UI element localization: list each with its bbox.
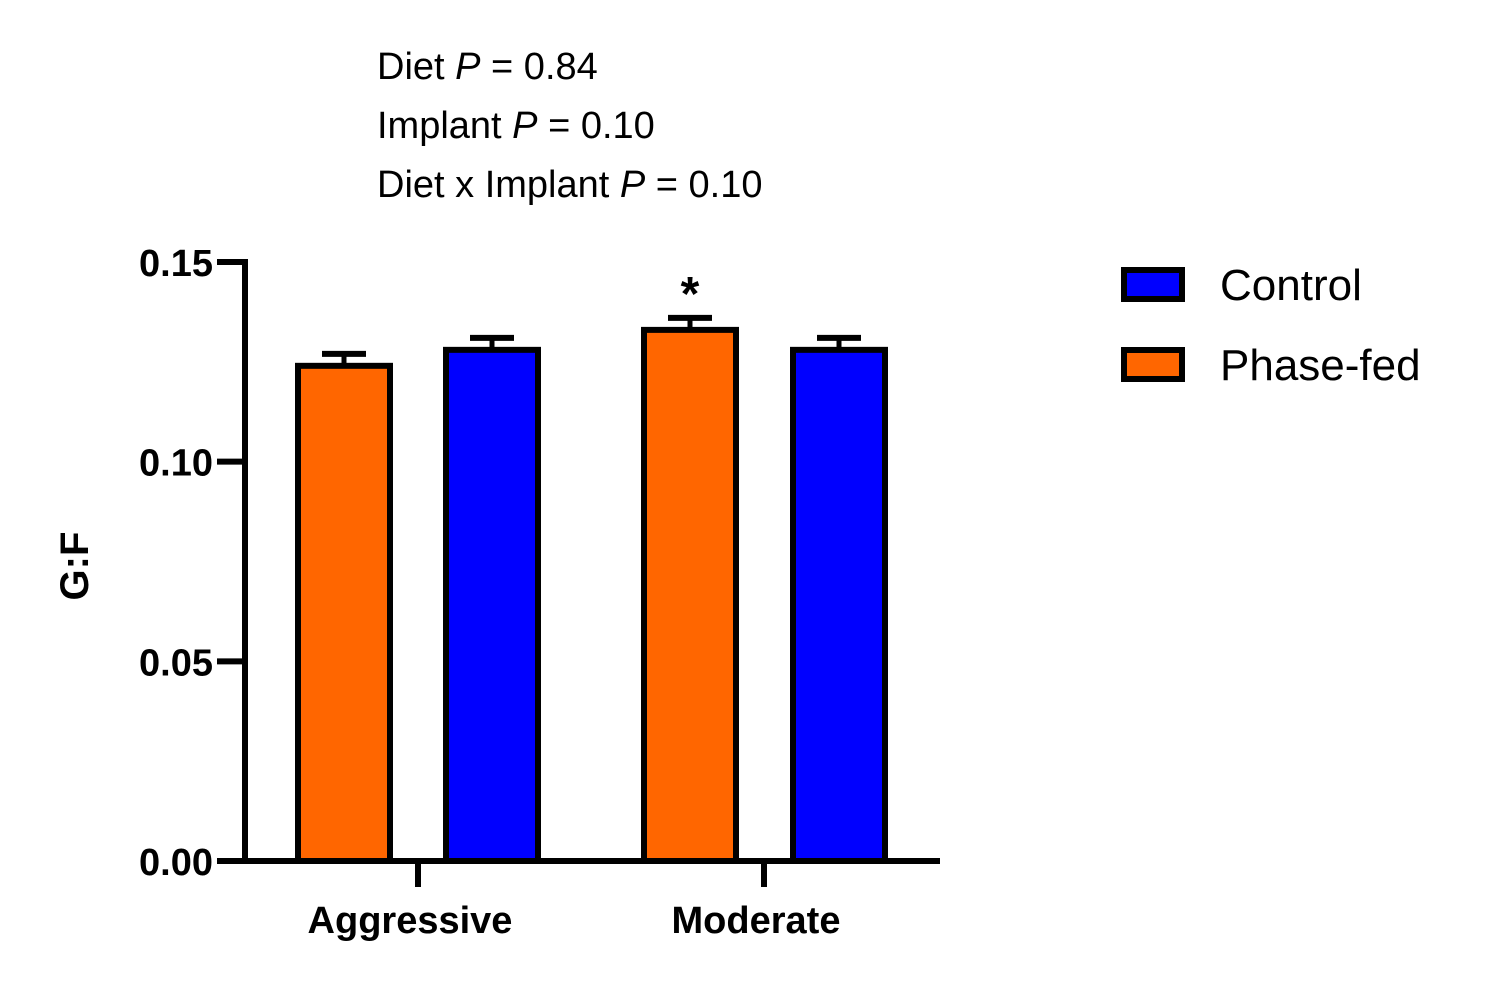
annotation-interaction-p: Diet x Implant P = 0.10 bbox=[377, 164, 763, 206]
bars-group: * bbox=[295, 268, 888, 864]
x-tick-label: Moderate bbox=[672, 900, 841, 942]
legend-label-phase-fed: Phase-fed bbox=[1220, 341, 1421, 390]
significance-marker: * bbox=[681, 268, 700, 321]
y-tick-label: 0.10 bbox=[139, 443, 213, 485]
legend: Control Phase-fed bbox=[1121, 261, 1421, 390]
axes-group: 0.00 0.05 0.10 0.15 Aggressive Moderate bbox=[139, 243, 940, 942]
x-tick-label: Aggressive bbox=[308, 900, 513, 942]
legend-swatch-control bbox=[1121, 267, 1185, 302]
bar-aggressive-phase-fed bbox=[295, 362, 393, 864]
legend-swatch-phase-fed bbox=[1121, 347, 1185, 382]
annotation-implant-p: Implant P = 0.10 bbox=[377, 105, 655, 147]
bar-moderate-phase-fed bbox=[641, 326, 739, 864]
bar-aggressive-control bbox=[443, 346, 541, 864]
y-axis-label: G:F bbox=[53, 532, 97, 601]
legend-label-control: Control bbox=[1220, 261, 1362, 310]
y-tick-label: 0.00 bbox=[139, 842, 213, 884]
y-tick-label: 0.15 bbox=[139, 243, 213, 285]
annotation-diet-p: Diet P = 0.84 bbox=[377, 46, 598, 88]
bar-moderate-control bbox=[790, 346, 888, 864]
y-tick-label: 0.05 bbox=[139, 642, 213, 684]
